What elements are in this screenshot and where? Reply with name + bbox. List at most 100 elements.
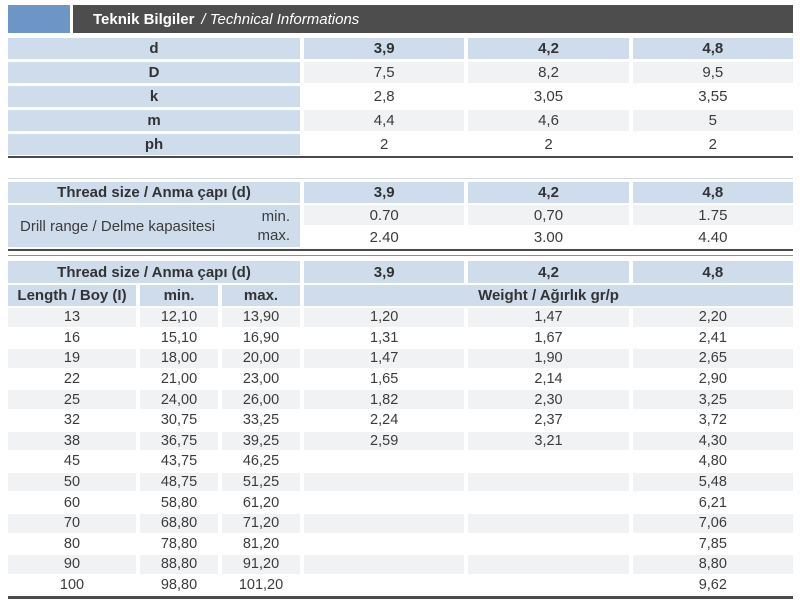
size-column-header: 4,8	[632, 261, 793, 283]
weight-value: 2,14	[534, 371, 563, 388]
length-value: 19	[8, 349, 136, 368]
weight-value: 2,65	[632, 349, 793, 368]
weight-value: 1,90	[468, 349, 629, 368]
dimension-label: k	[8, 86, 300, 107]
drill-min-value: 1.75	[632, 205, 793, 225]
max-length-value: 81,20	[242, 535, 280, 552]
drill-range-label: Drill range / Delme kapasitesi	[20, 217, 216, 235]
min-length-value: 88,80	[140, 555, 218, 574]
dimension-label: m	[8, 110, 300, 131]
weight-value	[468, 472, 629, 492]
dimension-value: 2	[544, 136, 553, 153]
max-length-value: 39,25	[222, 431, 300, 451]
dimension-label: ph	[8, 134, 300, 155]
length-weight-table: Thread size / Anma çapı (d) 3,9 4,2 4,8 …	[8, 255, 793, 600]
length-value: 38	[8, 431, 136, 451]
max-length-value: 33,25	[242, 412, 280, 429]
dimension-value: 4,6	[468, 110, 629, 131]
weight-value: 9,62	[698, 577, 727, 594]
dimension-label: D	[8, 62, 300, 83]
weight-column-header: Weight / Ağırlık gr/p	[304, 285, 793, 306]
min-label: min.	[261, 208, 290, 225]
dimension-value: 2	[708, 136, 717, 153]
drill-max-value: 3.00	[533, 228, 564, 246]
weight-value: 2,41	[698, 329, 727, 346]
dimension-value: 8,2	[468, 62, 629, 83]
dimension-value: 3,55	[698, 88, 728, 105]
weight-value: 1,31	[370, 329, 399, 346]
weight-value	[468, 513, 629, 533]
length-value: 80	[63, 535, 81, 552]
dimension-label-d: d	[8, 38, 300, 59]
min-length-value: 58,80	[160, 494, 198, 511]
dimension-value: 9,5	[632, 62, 793, 83]
length-value: 13	[8, 308, 136, 327]
weight-value: 1,20	[304, 308, 465, 327]
header-bar: Teknik Bilgiler / Technical Informations	[8, 5, 793, 33]
length-column-header: Length / Boy (I)	[8, 285, 136, 306]
dimension-value: 2	[379, 136, 389, 153]
weight-value: 2,30	[468, 390, 629, 409]
weight-value: 5,48	[632, 472, 793, 492]
weight-value: 2,24	[370, 412, 399, 429]
max-length-value: 91,20	[222, 555, 300, 574]
weight-value	[468, 576, 628, 595]
min-length-value: 18,00	[140, 349, 218, 368]
drill-max-value: 4.40	[698, 228, 728, 246]
min-length-value: 36,75	[140, 431, 218, 451]
weight-value	[304, 513, 465, 533]
size-column-header: 4,2	[468, 261, 629, 283]
size-column-header: 3,9	[304, 182, 465, 203]
weight-value	[468, 452, 628, 471]
length-value: 60	[63, 494, 81, 511]
dimension-value: 7,5	[304, 62, 465, 83]
accent-square	[8, 5, 70, 33]
max-label: max.	[257, 227, 290, 244]
weight-value	[468, 555, 629, 574]
length-value: 25	[8, 390, 136, 409]
weight-value: 7,06	[632, 513, 793, 533]
thread-size-label: Thread size / Anma çapı (d)	[8, 261, 300, 283]
weight-value	[304, 493, 464, 512]
weight-value: 1,67	[534, 329, 563, 346]
dimension-value: 3,05	[533, 88, 564, 105]
weight-value	[468, 493, 628, 512]
weight-value: 2,59	[304, 431, 465, 451]
min-length-value: 68,80	[140, 513, 218, 533]
weight-value: 1,47	[304, 349, 465, 368]
length-value: 22	[63, 371, 81, 388]
weight-value	[304, 472, 465, 492]
size-column-header: 4,2	[468, 38, 629, 59]
drill-capacity-table: Thread size / Anma çapı (d) 3,9 4,2 4,8 …	[8, 178, 793, 251]
weight-value: 4,30	[632, 431, 793, 451]
page-title-english: / Technical Informations	[201, 10, 360, 28]
length-value: 45	[63, 453, 81, 470]
size-column-header: 3,9	[304, 261, 465, 283]
weight-value: 3,25	[632, 390, 793, 409]
weight-value: 3,72	[698, 412, 727, 429]
dimension-value: 4,4	[304, 110, 465, 131]
max-length-value: 46,25	[242, 453, 280, 470]
dimension-value: 5	[632, 110, 793, 131]
max-length-value: 20,00	[222, 349, 300, 368]
weight-value: 3,21	[468, 431, 629, 451]
weight-value	[304, 555, 465, 574]
min-length-value: 48,75	[140, 472, 218, 492]
min-column-header: min.	[140, 285, 218, 306]
length-value: 50	[8, 472, 136, 492]
drill-min-value: 0.70	[304, 205, 465, 225]
max-length-value: 101,20	[238, 577, 284, 594]
weight-value: 1,47	[468, 308, 629, 327]
min-length-value: 78,80	[160, 535, 198, 552]
size-column-header: 4,2	[468, 182, 629, 203]
weight-value	[468, 535, 628, 554]
weight-value	[304, 452, 464, 471]
max-column-header: max.	[222, 285, 300, 306]
length-value: 16	[63, 329, 81, 346]
max-length-value: 71,20	[222, 513, 300, 533]
max-length-value: 23,00	[242, 371, 280, 388]
drill-min-value: 0,70	[468, 205, 629, 225]
min-length-value: 12,10	[140, 308, 218, 327]
weight-value: 8,80	[632, 555, 793, 574]
